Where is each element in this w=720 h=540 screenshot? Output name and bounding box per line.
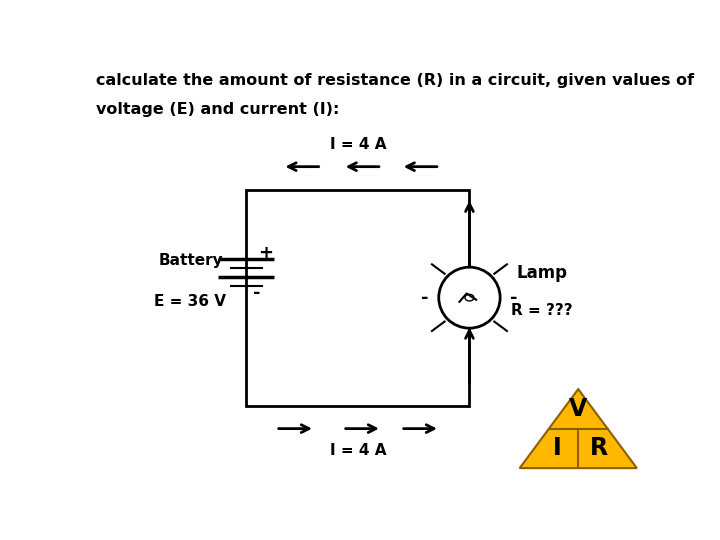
- Text: calculate the amount of resistance (R) in a circuit, given values of: calculate the amount of resistance (R) i…: [96, 73, 693, 88]
- Text: Lamp: Lamp: [516, 264, 567, 282]
- Text: I = 4 A: I = 4 A: [330, 137, 386, 152]
- Text: voltage (E) and current (I):: voltage (E) and current (I):: [96, 102, 339, 117]
- Text: I: I: [554, 436, 562, 461]
- Text: -: -: [421, 289, 428, 307]
- Text: I = 4 A: I = 4 A: [330, 443, 386, 458]
- Text: Battery: Battery: [158, 253, 222, 268]
- Bar: [246, 190, 469, 406]
- Ellipse shape: [438, 267, 500, 328]
- Polygon shape: [520, 389, 637, 468]
- Text: R: R: [590, 436, 608, 461]
- Text: +: +: [258, 244, 274, 261]
- Circle shape: [465, 294, 474, 301]
- Text: V: V: [569, 397, 588, 421]
- Text: -: -: [510, 289, 518, 307]
- Text: E = 36 V: E = 36 V: [154, 294, 226, 309]
- Text: R = ???: R = ???: [511, 302, 573, 318]
- Text: -: -: [253, 284, 260, 302]
